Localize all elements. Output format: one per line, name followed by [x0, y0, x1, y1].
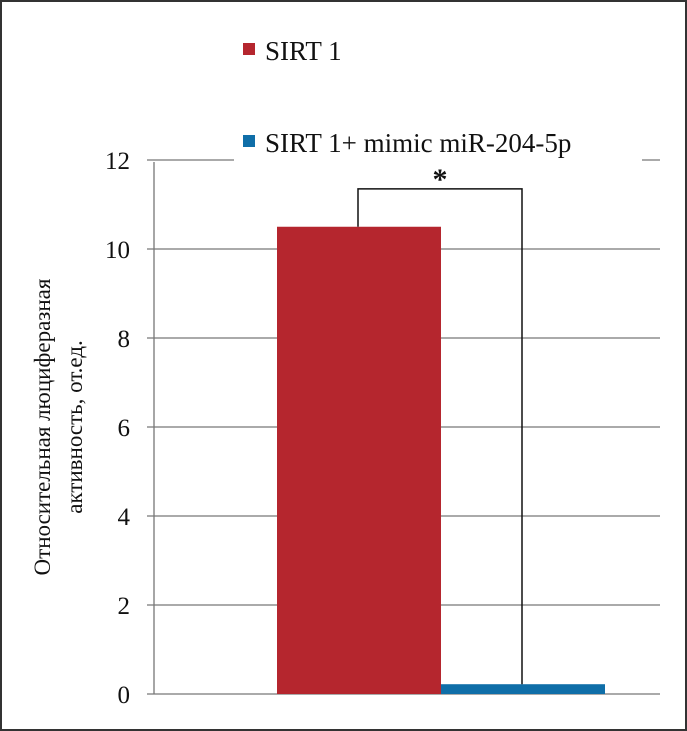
y-axis-label-line1: Относительная люциферазная: [30, 278, 55, 575]
y-tick-label: 4: [118, 504, 131, 531]
legend-label-1: SIRT 1: [265, 36, 342, 66]
bar-1: [277, 226, 441, 694]
y-tick-label: 2: [118, 593, 131, 620]
bar-2: [441, 684, 605, 694]
y-tick-label: 8: [118, 326, 131, 353]
significance-bracket: [357, 188, 523, 685]
y-axis-label-line2: активность, от.ед.: [62, 340, 87, 514]
significance-asterisk: *: [433, 163, 448, 196]
y-tick-label: 10: [105, 237, 130, 264]
legend-background: [234, 132, 642, 166]
y-tick-label: 0: [118, 682, 131, 709]
y-tick-label: 12: [105, 148, 130, 175]
legend-label-2: SIRT 1+ mimic miR-204-5p: [265, 128, 571, 158]
legend-swatch-2: [243, 135, 255, 147]
y-tick-label: 6: [118, 415, 131, 442]
legend-swatch-1: [243, 43, 255, 55]
